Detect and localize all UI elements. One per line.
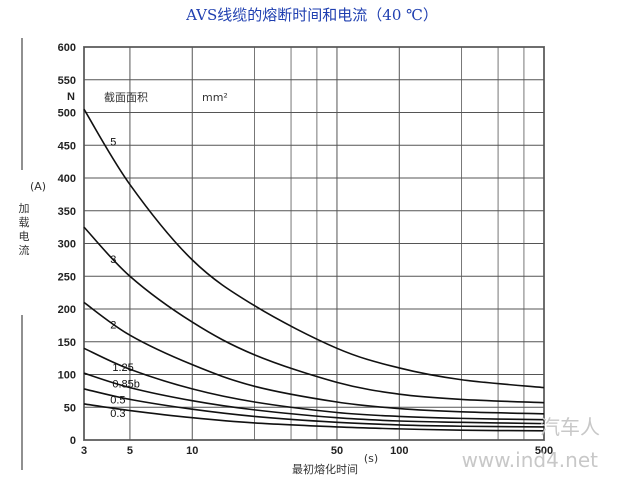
y-tick-label: 100 <box>58 370 76 382</box>
grid-lines <box>83 46 545 441</box>
series-label-0.5: 0.5 <box>110 394 125 406</box>
y-axis-label: 加载电流 <box>19 202 30 257</box>
y-tick-label: 550 <box>58 75 76 87</box>
x-tick-labels: 3 5 10 50 100 500 <box>81 445 553 457</box>
x-axis-label: 最初熔化时间 <box>292 462 358 476</box>
x-tick-label: 3 <box>81 445 87 457</box>
series-line-0.3 <box>83 403 545 432</box>
series-label-0.85b: 0.85b <box>112 379 140 391</box>
y-axis-break-label: N <box>67 91 75 103</box>
legend-header: 截面面积 <box>104 90 148 104</box>
y-tick-labels: 0 50 100 150 200 250 300 350 400 450 500 550 600 <box>58 42 76 447</box>
legend-unit: mm² <box>202 91 228 104</box>
x-tick-label: 50 <box>331 445 343 457</box>
x-axis-unit: (s) <box>364 452 378 465</box>
x-tick-label: 5 <box>127 445 133 457</box>
x-tick-label: 100 <box>390 445 408 457</box>
y-tick-label: 200 <box>58 304 76 316</box>
chart-title: AVS线缆的熔断时间和电流（40 ℃） <box>185 6 438 24</box>
y-tick-label: 350 <box>58 206 76 218</box>
y-tick-label: 400 <box>58 173 76 185</box>
series-line-0.85b <box>83 372 545 425</box>
y-tick-label: 150 <box>58 337 76 349</box>
series-line-0.5 <box>83 388 545 428</box>
y-tick-label: 600 <box>58 42 76 54</box>
series-line-5 <box>83 108 545 389</box>
series-line-2 <box>83 301 545 415</box>
watermark-text: www.ind4.net <box>462 448 599 472</box>
y-tick-label: 250 <box>58 271 76 283</box>
series-line-3 <box>83 226 545 404</box>
series-label-1.25: 1.25 <box>112 362 133 374</box>
y-tick-label: 300 <box>58 239 76 251</box>
y-tick-label: 0 <box>70 435 76 447</box>
x-tick-label: 10 <box>186 445 198 457</box>
series-lines <box>83 108 545 432</box>
y-tick-label: 450 <box>58 140 76 152</box>
y-tick-label: 500 <box>58 108 76 120</box>
y-axis-unit: (A) <box>30 180 46 193</box>
series-line-1.25 <box>83 347 545 421</box>
series-label-2: 2 <box>110 320 116 332</box>
watermark-brand: 汽车人 <box>540 415 600 439</box>
series-labels: 5 3 2 1.25 0.85b 0.5 0.3 <box>110 136 140 420</box>
x-tick-label: 500 <box>535 445 553 457</box>
y-tick-label: 50 <box>64 402 76 414</box>
series-label-3: 3 <box>110 254 116 266</box>
series-label-0.3: 0.3 <box>110 408 125 420</box>
series-label-5: 5 <box>110 136 116 148</box>
